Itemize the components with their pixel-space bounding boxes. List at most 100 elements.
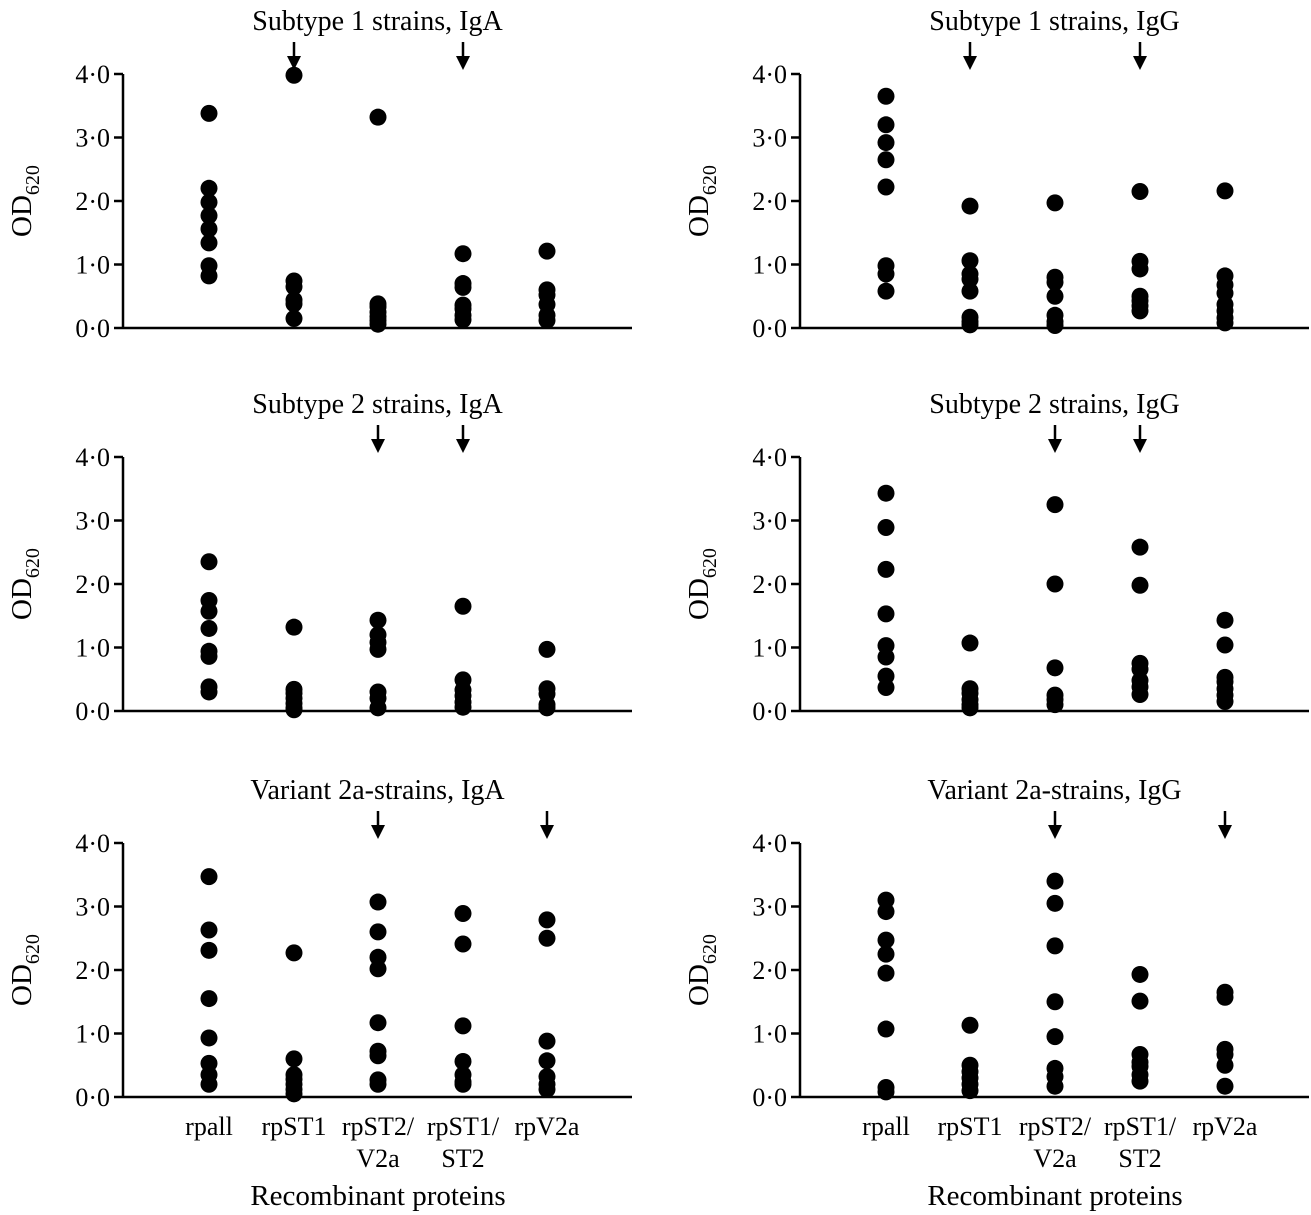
data-point-4 [1131,538,1149,556]
x-axis-label: Recombinant proteins [250,1180,505,1212]
data-point-1 [877,178,895,196]
y-axis-label-subscript: 620 [699,165,721,195]
data-point-3 [1046,1028,1064,1046]
data-point-3 [1046,1077,1064,1095]
x-tick-label: rpV2a [1193,1112,1258,1141]
data-point-2 [285,309,303,327]
y-tick-label: 0·0 [75,314,110,343]
x-tick-label: rpST2/V2a [1019,1112,1092,1173]
y-axis-label-main: OD [683,195,715,237]
panel-3: Subtype 2 strains, IgA 0·0 1·0 2·0 3·0 4·0 OD6… [6,389,632,726]
data-point-5 [538,311,556,329]
data-point-1 [877,282,895,300]
arrow-head [1218,825,1232,839]
data-point-1 [877,1020,895,1038]
data-point-5 [1216,611,1234,629]
x-tick-label: rpV2a [515,1112,580,1141]
data-point-1 [200,220,218,238]
data-point-1 [200,179,218,197]
x-tick-label: rpST1 [262,1112,327,1141]
data-point-4 [454,1075,472,1093]
y-tick-label: 2·0 [752,187,787,216]
data-point-2 [961,197,979,215]
data-point-5 [1216,1077,1234,1095]
panel-1: Subtype 1 strains, IgA 0·0 1·0 2·0 3·0 4·0 OD6… [6,6,632,343]
arrow-head [456,439,470,453]
y-tick-label: 1·0 [752,634,787,663]
data-point-5 [1216,692,1234,710]
y-tick-label: 3·0 [75,893,110,922]
data-point-4 [1131,576,1149,594]
data-point-5 [538,1032,556,1050]
data-point-1 [877,945,895,963]
x-tick-label-line: rpST1/ [1104,1112,1177,1141]
panel-5: Variant 2a-strains, IgA 0·0 1·0 2·0 3·0 4·0 OD… [6,775,632,1212]
data-point-1 [877,484,895,502]
y-tick-label: 0·0 [75,697,110,726]
y-tick-label: 3·0 [75,124,110,153]
data-point-2 [285,618,303,636]
data-point-3 [369,1047,387,1065]
data-point-3 [1046,659,1064,677]
y-axis-label-main: OD [683,964,715,1006]
data-point-3 [1046,575,1064,593]
data-point-2 [285,1050,303,1068]
data-point-1 [200,267,218,285]
y-axis-label: OD620 [6,934,44,1006]
data-point-1 [200,1075,218,1093]
data-point-1 [877,560,895,578]
y-axis-label-subscript: 620 [22,934,44,964]
data-point-5 [538,911,556,929]
arrow-head [456,56,470,70]
data-point-2 [961,699,979,717]
y-tick-label: 3·0 [752,893,787,922]
data-point-3 [1046,894,1064,912]
data-point-1 [200,193,218,211]
data-point-1 [877,265,895,283]
data-point-1 [200,868,218,886]
data-point-4 [454,311,472,329]
data-point-5 [1216,314,1234,332]
x-tick-label-line: rpST2/ [342,1112,415,1141]
x-tick-label: rpST1 [938,1112,1003,1141]
data-point-2 [961,634,979,652]
y-axis-label-subscript: 620 [22,165,44,195]
y-tick-label: 0·0 [75,1083,110,1112]
data-point-4 [1131,685,1149,703]
y-tick-label: 3·0 [75,507,110,536]
x-tick-label: rpall [862,1112,910,1141]
y-tick-label: 3·0 [752,507,787,536]
data-point-3 [369,960,387,978]
data-point-5 [538,242,556,260]
panel-title: Subtype 1 strains, IgG [929,6,1179,37]
data-point-1 [200,553,218,571]
data-point-4 [454,1017,472,1035]
arrow-head [287,56,301,70]
data-point-2 [961,316,979,334]
arrow-head [540,825,554,839]
data-point-4 [1131,965,1149,983]
data-point-1 [200,1029,218,1047]
data-point-4 [1131,260,1149,278]
y-tick-label: 2·0 [752,570,787,599]
panel-title: Subtype 2 strains, IgG [929,389,1179,420]
data-point-4 [454,278,472,296]
x-tick-label-line: ST2 [441,1144,484,1173]
data-point-3 [369,1014,387,1032]
data-point-1 [200,234,218,252]
data-point-2 [961,270,979,288]
x-tick-label: rpall [185,1112,233,1141]
data-point-1 [877,134,895,152]
data-point-2 [285,1085,303,1103]
data-point-3 [1046,496,1064,514]
data-point-1 [877,605,895,623]
x-tick-label-line: rpST1/ [427,1112,500,1141]
data-point-3 [1046,316,1064,334]
y-axis-label: OD620 [683,165,721,237]
data-point-3 [1046,696,1064,714]
arrow-head [963,56,977,70]
data-point-4 [1131,182,1149,200]
panel-title: Subtype 2 strains, IgA [252,389,503,420]
y-tick-label: 0·0 [752,1083,787,1112]
y-axis-label-main: OD [6,964,38,1006]
